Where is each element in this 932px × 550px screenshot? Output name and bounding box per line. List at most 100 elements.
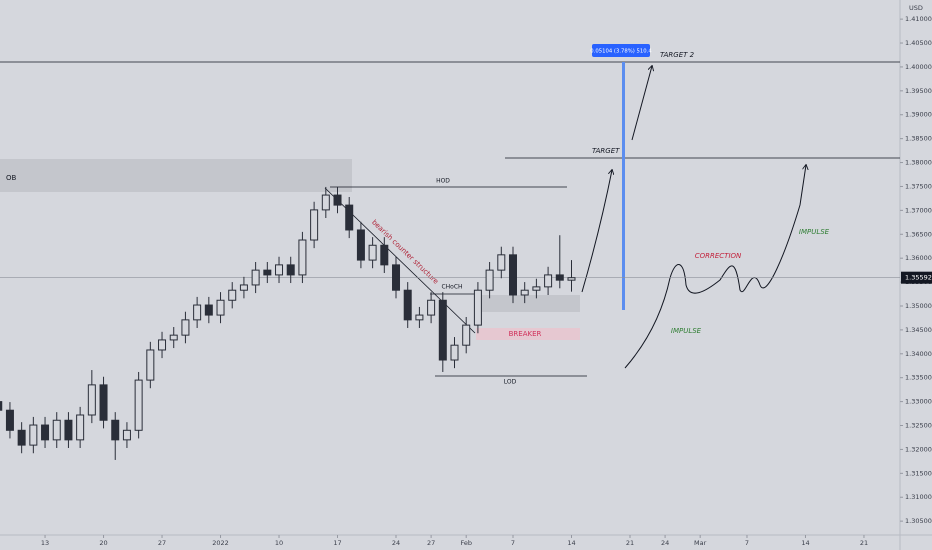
breaker-zone <box>476 328 580 340</box>
candle-body <box>216 299 225 316</box>
candle-body <box>368 244 377 261</box>
candle-body <box>508 254 517 296</box>
candle-body <box>158 339 167 351</box>
candle-body <box>5 409 14 431</box>
y-tick-label: 1.40500 <box>905 39 932 47</box>
x-tick-label: 20 <box>99 539 107 547</box>
y-tick-label: 1.37000 <box>905 206 932 214</box>
candle-body <box>392 264 401 291</box>
arrow <box>631 66 652 141</box>
y-tick-label: 1.39500 <box>905 87 932 95</box>
candle-body <box>462 324 471 346</box>
x-tick-label: 17 <box>333 539 341 547</box>
candle-body <box>17 429 26 446</box>
candle-body <box>41 424 50 441</box>
y-tick-label: 1.33000 <box>905 398 932 406</box>
target1-label: TARGET 1 <box>592 147 626 155</box>
candle-body <box>321 194 330 211</box>
x-tick-label: 2022 <box>212 539 229 547</box>
candle-body <box>345 204 354 231</box>
y-tick-label: 1.34500 <box>905 326 932 334</box>
candle-body <box>181 319 190 336</box>
y-tick-label: 1.38000 <box>905 159 932 167</box>
last-price-box <box>901 271 932 284</box>
x-tick-label: 21 <box>626 539 634 547</box>
candle-body <box>403 289 412 321</box>
candle-body <box>87 384 96 416</box>
candle-body <box>52 419 61 441</box>
y-axis-label: USD <box>909 4 923 12</box>
measure-label: 0.05104 (3.78%) 510.4 <box>590 49 652 55</box>
candle-body <box>193 304 202 321</box>
candle-body <box>450 344 459 361</box>
y-tick-label: 1.33500 <box>905 374 932 382</box>
candle-body <box>64 419 73 441</box>
candle-body <box>99 384 108 421</box>
candle-body <box>134 379 143 431</box>
candle-body <box>263 269 272 276</box>
candle-body <box>520 289 529 296</box>
candle-body <box>356 229 365 261</box>
candle-body <box>380 244 389 266</box>
y-tick-label: 1.31500 <box>905 469 932 477</box>
candle-body <box>204 304 213 316</box>
x-tick-label: 7 <box>511 539 515 547</box>
y-tick-label: 1.32000 <box>905 445 932 453</box>
x-tick-label: 24 <box>661 539 669 547</box>
candle-body <box>544 274 553 288</box>
impulse-label: IMPULSE <box>671 327 702 335</box>
y-tick-label: 1.37500 <box>905 182 932 190</box>
x-tick-label: 24 <box>392 539 400 547</box>
y-tick-label: 1.32500 <box>905 422 932 430</box>
candle-body <box>275 264 284 276</box>
candle-body <box>0 401 3 411</box>
impulse-label: IMPULSE <box>799 228 830 236</box>
correction-label: CORRECTION <box>695 252 742 260</box>
y-tick-label: 1.38500 <box>905 135 932 143</box>
candle-body <box>251 269 260 286</box>
y-tick-label: 1.36000 <box>905 254 932 262</box>
target2-label: TARGET 2 <box>660 51 695 59</box>
y-tick-label: 1.31000 <box>905 493 932 501</box>
candle-body <box>76 414 85 441</box>
x-tick-label: Mar <box>694 539 707 547</box>
y-tick-label: 1.30500 <box>905 517 932 525</box>
x-tick-label: 7 <box>745 539 749 547</box>
x-tick-label: 13 <box>41 539 49 547</box>
candle-body <box>169 334 178 341</box>
ob-zone <box>0 159 352 192</box>
candle-body <box>122 429 131 441</box>
candle-body <box>427 299 436 316</box>
y-tick-label: 1.36500 <box>905 230 932 238</box>
last-price-label: 1.35592 <box>905 274 932 282</box>
candle-body <box>485 269 494 291</box>
y-tick-label: 1.39000 <box>905 111 932 119</box>
y-tick-label: 1.34000 <box>905 350 932 358</box>
candle-body <box>239 284 248 291</box>
x-tick-label: 14 <box>801 539 809 547</box>
candle-body <box>333 194 342 206</box>
lod-label: LOD <box>504 379 517 386</box>
x-tick-label: 21 <box>860 539 868 547</box>
candle-body <box>298 239 307 276</box>
breaker-label: BREAKER <box>509 330 542 338</box>
x-tick-label: 14 <box>567 539 575 547</box>
candle-body <box>111 419 120 441</box>
candle-body <box>532 286 541 291</box>
y-tick-label: 1.41000 <box>905 15 932 23</box>
x-tick-label: 27 <box>427 539 435 547</box>
demand-zone <box>476 295 580 312</box>
choch-label: CHoCH <box>441 284 462 291</box>
candle-body <box>438 299 447 361</box>
ob-label: OB <box>6 174 17 182</box>
y-tick-label: 1.40000 <box>905 63 932 71</box>
x-tick-label: Feb <box>460 539 472 547</box>
candle-body <box>415 314 424 321</box>
y-tick-label: 1.35000 <box>905 302 932 310</box>
candle-body <box>228 289 237 301</box>
candle-body <box>310 209 319 241</box>
candle-body <box>497 254 506 271</box>
candle-body <box>473 289 482 326</box>
